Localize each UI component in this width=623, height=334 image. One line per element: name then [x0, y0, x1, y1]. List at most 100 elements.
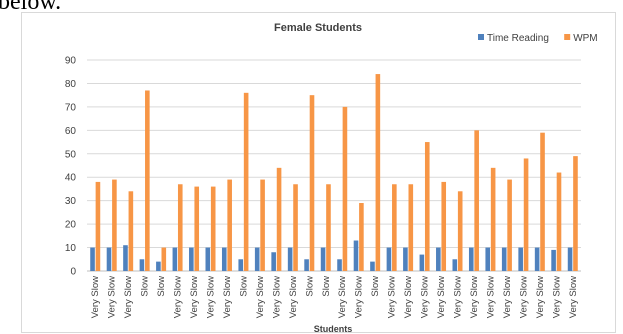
bar-time-reading	[534, 247, 540, 271]
bar-wpm	[293, 184, 298, 271]
bar-time-reading	[205, 247, 211, 271]
bar-wpm	[194, 186, 200, 271]
bar-wpm	[177, 184, 183, 271]
x-tick-label: Slow	[156, 276, 167, 297]
y-tick-label: 50	[65, 149, 77, 160]
axes: 0 10 20 30 40 50 60 70 80 90 Very Slow Very Slow Ver…	[65, 56, 579, 319]
bar-time-reading	[189, 247, 194, 271]
x-tick-label: Very Slow	[173, 276, 184, 318]
x-tick-label: Very Slow	[288, 276, 299, 318]
chart-frame	[21, 12, 616, 333]
bar-wpm	[523, 158, 529, 271]
bar-time-reading	[106, 247, 112, 271]
bar-time-reading	[123, 245, 128, 271]
legend: Time Reading WPM	[478, 33, 598, 44]
bar-time-reading	[271, 252, 276, 271]
bar-wpm	[227, 179, 232, 271]
bar-wpm	[556, 172, 562, 271]
bar-time-reading	[419, 254, 425, 271]
bar-wpm	[161, 247, 167, 271]
bar-wpm	[260, 179, 265, 271]
bar-time-reading	[304, 259, 309, 271]
y-tick-label: 30	[65, 196, 77, 207]
chart-title: Female Students	[274, 22, 362, 34]
bar-time-reading	[386, 247, 392, 271]
x-tick-label: Slow	[370, 276, 381, 297]
x-tick-label: Very Slow	[90, 276, 101, 318]
bar-time-reading	[452, 259, 458, 271]
y-tick-label: 40	[65, 173, 77, 184]
x-tick-label: Very Slow	[535, 276, 546, 318]
bar-time-reading	[320, 247, 326, 271]
bar-time-reading	[221, 247, 227, 271]
bar-time-reading	[403, 247, 408, 271]
x-tick-label: Slow	[304, 276, 315, 297]
y-tick-label: 90	[65, 56, 77, 67]
bar-time-reading	[90, 247, 95, 271]
x-tick-label: Slow	[238, 276, 249, 297]
bar-wpm	[507, 179, 512, 271]
bar-time-reading	[238, 259, 244, 271]
bar-wpm	[540, 132, 545, 271]
x-tick-label: Very Slow	[107, 276, 118, 318]
x-tick-label: Very Slow	[123, 276, 134, 318]
bar-wpm	[243, 92, 249, 271]
bar-wpm	[210, 186, 216, 271]
x-axis-title: Students	[314, 324, 353, 334]
bar-wpm	[392, 184, 397, 271]
bar-wpm	[359, 203, 364, 271]
bar-wpm	[112, 179, 117, 271]
bar-wpm	[128, 191, 134, 271]
legend-label-time-reading: Time Reading	[487, 33, 549, 44]
bar-wpm	[326, 184, 331, 271]
x-tick-label: Very Slow	[354, 276, 365, 318]
bar-time-reading	[370, 261, 375, 271]
bar-wpm	[490, 167, 496, 271]
y-tick-label: 70	[65, 102, 77, 113]
legend-swatch-time-reading	[478, 34, 484, 40]
y-tick-label: 0	[70, 267, 76, 278]
bar-time-reading	[468, 247, 474, 271]
bar-time-reading	[337, 259, 342, 271]
x-tick-label: Slow	[321, 276, 332, 297]
bars	[90, 74, 578, 272]
bar-wpm	[375, 74, 381, 271]
x-tick-label: Very Slow	[502, 276, 513, 318]
legend-swatch-wpm	[564, 34, 571, 40]
x-tick-label: Very Slow	[453, 276, 464, 318]
bar-wpm	[441, 181, 447, 271]
x-tick-label: Very Slow	[518, 276, 529, 318]
bar-time-reading	[436, 247, 441, 271]
x-tick-label: Very Slow	[255, 276, 266, 318]
caption-text: below.	[0, 0, 62, 14]
bar-time-reading	[156, 261, 161, 271]
x-tick-label: Very Slow	[206, 276, 217, 318]
x-tick-label: Very Slow	[568, 276, 579, 318]
bar-wpm	[408, 184, 414, 271]
x-tick-label: Very Slow	[189, 276, 200, 318]
legend-label-wpm: WPM	[573, 33, 597, 44]
x-tick-label: Slow	[140, 276, 151, 297]
bar-wpm	[276, 167, 282, 271]
x-tick-label: Very Slow	[485, 276, 496, 318]
x-tick-label: Very Slow	[271, 276, 282, 318]
bar-wpm	[474, 130, 479, 271]
bar-wpm	[309, 95, 315, 272]
x-tick-label: Very Slow	[337, 276, 348, 318]
bar-time-reading	[287, 247, 293, 271]
x-tick-label: Very Slow	[551, 276, 562, 318]
y-tick-label: 80	[65, 79, 77, 90]
y-tick-label: 20	[65, 220, 77, 231]
x-tick-label: Very Slow	[436, 276, 447, 318]
bar-wpm	[145, 90, 150, 271]
gridlines	[87, 59, 581, 272]
y-tick-label: 10	[65, 243, 77, 254]
x-tick-label: Very Slow	[469, 276, 480, 318]
x-tick-label: Very Slow	[420, 276, 431, 318]
bar-time-reading	[254, 247, 260, 271]
bar-time-reading	[353, 240, 359, 271]
bar-wpm	[457, 191, 463, 271]
x-tick-label: Very Slow	[403, 276, 414, 318]
page-caption-fragment: below.	[0, 0, 623, 14]
